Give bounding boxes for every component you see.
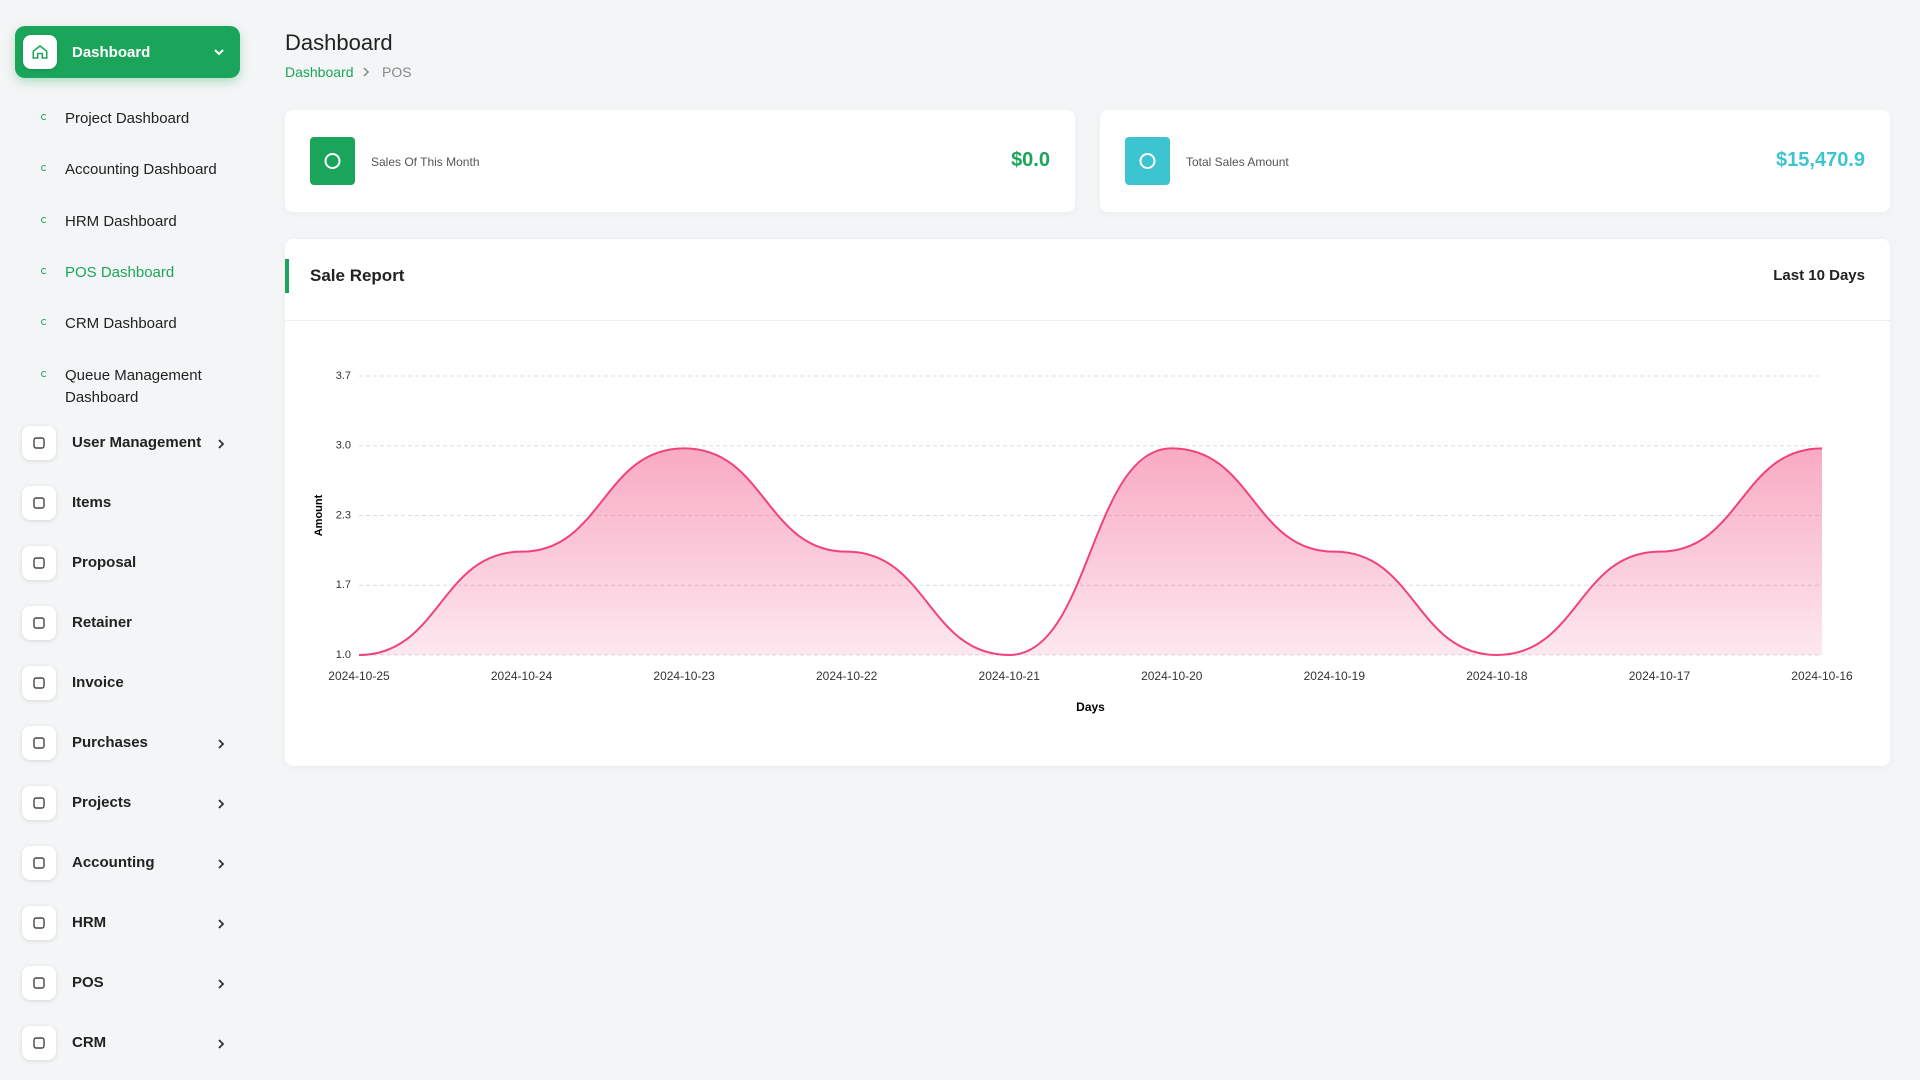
stat-value: $15,470.9 [1776,149,1865,171]
x-tick-label: 2024-10-24 [491,669,553,683]
x-tick-label: 2024-10-18 [1466,669,1528,683]
bullet [41,371,47,377]
menu-item[interactable]: CRM [72,1034,107,1051]
chevron [216,737,226,755]
submenu-item[interactable]: Project Dashboard [65,110,190,127]
bullet [41,319,47,325]
menu-icon [22,966,56,1000]
menu-item[interactable]: Invoice [72,674,124,691]
chevron [216,977,226,995]
page-title: Dashboard [285,30,393,55]
stat-card: Sales Of This Month $0.0 [285,110,1075,212]
x-tick-label: 2024-10-22 [816,669,878,683]
breadcrumb-sep [363,67,370,77]
stat-label: Total Sales Amount [1186,155,1289,169]
y-tick-label: 3.7 [336,370,351,382]
breadcrumb-link[interactable]: Dashboard [285,64,354,80]
stat-card: Total Sales Amount $15,470.9 [1100,110,1890,212]
menu-item[interactable]: User Management [72,434,202,451]
submenu-item[interactable]: Queue Management Dashboard [65,367,202,406]
x-axis-label: Days [1076,700,1105,714]
area-fill [359,448,1822,655]
stat-icon [310,137,355,185]
report-panel: Sale Report Last 10 Days [285,239,1890,766]
home-icon [23,35,57,69]
menu-label: Dashboard [72,44,151,61]
x-tick-label: 2024-10-23 [653,669,715,683]
menu-item[interactable]: POS [72,974,104,991]
menu-icon [22,546,56,580]
y-axis-label: Amount [313,494,325,536]
divider [285,320,1890,321]
x-tick-label: 2024-10-17 [1629,669,1691,683]
y-tick-label: 1.7 [336,579,351,591]
menu-icon [22,606,56,640]
menu-icon [22,486,56,520]
menu-icon [22,906,56,940]
menu-icon [22,666,56,700]
bullet [41,217,47,223]
menu-item[interactable]: Purchases [72,734,148,751]
report-title: Sale Report [310,266,405,285]
chevron [216,797,226,815]
chart: 1.0 1.7 2.3 3.0 3.7 2024-10-25 2024-10-24 2024-… [313,370,1853,714]
report-period[interactable]: Last 10 Days [1773,267,1865,284]
chevron [216,1037,226,1055]
x-tick-label: 2024-10-21 [979,669,1041,683]
bullet [41,165,47,171]
menu-item[interactable]: Accounting [72,854,155,871]
sidebar: Dashboard Project Dashboard Accounting Da… [0,0,250,1080]
y-tick-label: 1.0 [336,649,351,661]
chevron [216,857,226,875]
x-tick-label: 2024-10-19 [1304,669,1366,683]
stat-label: Sales Of This Month [371,155,480,169]
y-tick-label: 3.0 [336,440,351,452]
x-tick-label: 2024-10-20 [1141,669,1203,683]
y-tick-label: 2.3 [336,509,351,521]
active-menu[interactable]: Dashboard [15,26,240,78]
x-tick-label: 2024-10-25 [328,669,390,683]
menu-item[interactable]: Projects [72,794,132,811]
accent [285,259,289,293]
area-line [358,447,1823,657]
submenu-item[interactable]: CRM Dashboard [65,315,177,332]
bullet [41,268,47,274]
menu-icon [22,1026,56,1060]
menu-item[interactable]: Retainer [72,614,133,631]
submenu-item[interactable]: POS Dashboard [65,264,175,281]
menu-icon [22,726,56,760]
chevron [214,49,224,56]
submenu-item[interactable]: HRM Dashboard [65,213,177,230]
breadcrumb-current: POS [382,64,412,80]
stat-icon [1125,137,1170,185]
menu-icon [22,846,56,880]
menu-icon [22,426,56,460]
menu-item[interactable]: Items [72,494,112,511]
menu-icon [22,786,56,820]
chevron [216,437,226,455]
menu-item[interactable]: HRM [72,914,107,931]
submenu-item[interactable]: Accounting Dashboard [65,161,217,178]
x-tick-label: 2024-10-16 [1791,669,1853,683]
menu-item[interactable]: Proposal [72,554,137,571]
chevron [216,917,226,935]
bullet [41,114,47,120]
stat-value: $0.0 [1011,149,1050,171]
